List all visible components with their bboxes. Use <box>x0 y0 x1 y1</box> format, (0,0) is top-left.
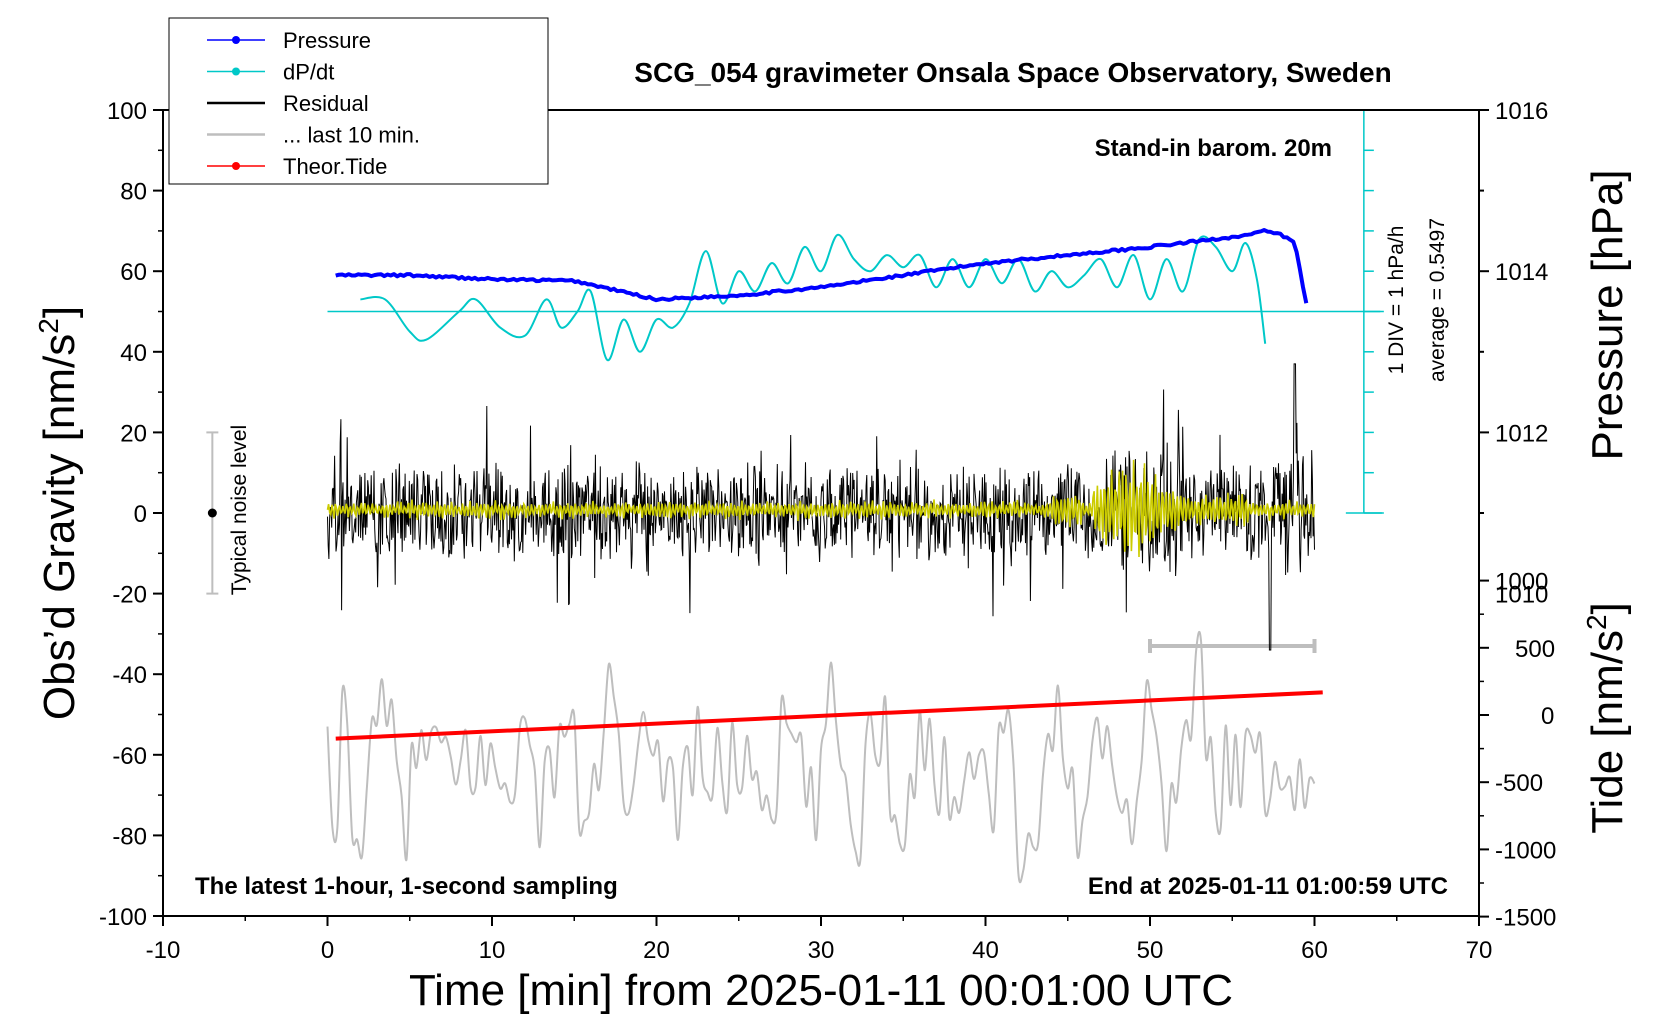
legend: Pressure dP/dt Residual ... last 10 min. The… <box>168 17 549 185</box>
y-tick-label: 40 <box>120 340 147 367</box>
y-tick-label: 0 <box>134 501 147 528</box>
pressure-series-line <box>335 228 1309 304</box>
end-note: End at 2025-01-11 01:00:59 UTC <box>1088 873 1448 900</box>
dpdt-series-line <box>360 233 1267 361</box>
legend-label: Pressure <box>283 28 371 53</box>
theor-tide-series-line <box>335 690 1323 741</box>
legend-item: Residual <box>207 91 369 116</box>
last10-series-line <box>326 630 1316 884</box>
chart-title: SCG_054 gravimeter Onsala Space Observat… <box>634 57 1391 88</box>
x-tick-label: 20 <box>643 937 670 964</box>
legend-item: dP/dt <box>207 60 334 85</box>
y-axis-label-pressure: Pressure [hPa] <box>1583 169 1632 460</box>
legend-label: Residual <box>283 91 369 116</box>
legend-marker <box>232 67 240 76</box>
smoothed-residual-line <box>326 459 1316 558</box>
x-tick-label: 40 <box>972 937 999 964</box>
legend-item: ... last 10 min. <box>207 123 420 148</box>
average-note: average = 0.5497 <box>1426 218 1449 382</box>
y-tick-label: 80 <box>120 179 147 206</box>
pressure-layer <box>335 228 1309 304</box>
y-tick-label: 20 <box>120 420 147 447</box>
y-axis-label-tide: Tide [nm/s2] <box>1581 602 1632 834</box>
legend-marker <box>232 162 240 170</box>
y-tick-label: 60 <box>120 259 147 286</box>
div-note: 1 DIV = 1 hPa/h <box>1385 226 1408 375</box>
y-axis-label-left: Obs’d Gravity [nm/s2] <box>33 306 84 720</box>
y-tick-label: 100 <box>107 98 147 125</box>
tide-tick-label: -1000 <box>1495 837 1556 864</box>
legend-label: ... last 10 min. <box>283 123 420 148</box>
x-tick-label: 60 <box>1301 937 1328 964</box>
x-tick-label: 0 <box>321 937 334 964</box>
legend-label: Theor.Tide <box>283 154 387 179</box>
tide-layer <box>335 690 1323 741</box>
noise-note: Typical noise level <box>228 425 251 595</box>
tide-tick-label: 0 <box>1541 703 1554 730</box>
axis-ticks-layer: -10 0 10 20 30 40 50 60 70-100-80-60-40-20020406… <box>99 98 1556 964</box>
x-tick-label: 30 <box>808 937 835 964</box>
y-tick-label: -60 <box>112 743 147 770</box>
x-tick-label: 70 <box>1466 937 1493 964</box>
x-tick-label: 50 <box>1137 937 1164 964</box>
y-tick-label: -80 <box>112 823 147 850</box>
latest-note: The latest 1-hour, 1-second sampling <box>195 873 618 900</box>
pressure-tick-label: 1016 <box>1495 98 1548 125</box>
annotations-layer <box>206 431 219 595</box>
pressure-tick-label: 1010 <box>1495 582 1548 609</box>
dpdt-reference-layer <box>327 109 1384 514</box>
legend-marker <box>232 36 240 44</box>
dpdt-layer <box>360 233 1267 361</box>
smoothed-residual-layer <box>326 459 1316 558</box>
y-tick-label: -100 <box>99 904 147 931</box>
legend-item: Theor.Tide <box>207 154 387 179</box>
legend-box <box>168 17 549 185</box>
y-tick-label: -40 <box>112 662 147 689</box>
residual-layer <box>327 363 1315 651</box>
legend-label: dP/dt <box>283 60 334 85</box>
barometer-note: Stand-in barom. 20m <box>1095 135 1332 162</box>
tide-tick-label: -1500 <box>1495 905 1556 932</box>
x-tick-label: -10 <box>146 937 181 964</box>
x-axis-label: Time [min] from 2025-01-11 00:01:00 UTC <box>409 966 1233 1015</box>
pressure-tick-label: 1012 <box>1495 420 1548 447</box>
legend-item: Pressure <box>207 28 371 53</box>
x-tick-label: 10 <box>479 937 506 964</box>
last10-layer <box>326 630 1317 884</box>
tide-tick-label: 1000 <box>1495 569 1548 596</box>
y-tick-label: -20 <box>112 582 147 609</box>
pressure-tick-label: 1014 <box>1495 259 1548 286</box>
noise-center-dot <box>207 508 217 518</box>
tide-tick-label: -500 <box>1495 770 1543 797</box>
plot-frame <box>162 109 1480 917</box>
residual-series-line <box>327 363 1315 651</box>
tide-tick-label: 500 <box>1515 636 1555 663</box>
